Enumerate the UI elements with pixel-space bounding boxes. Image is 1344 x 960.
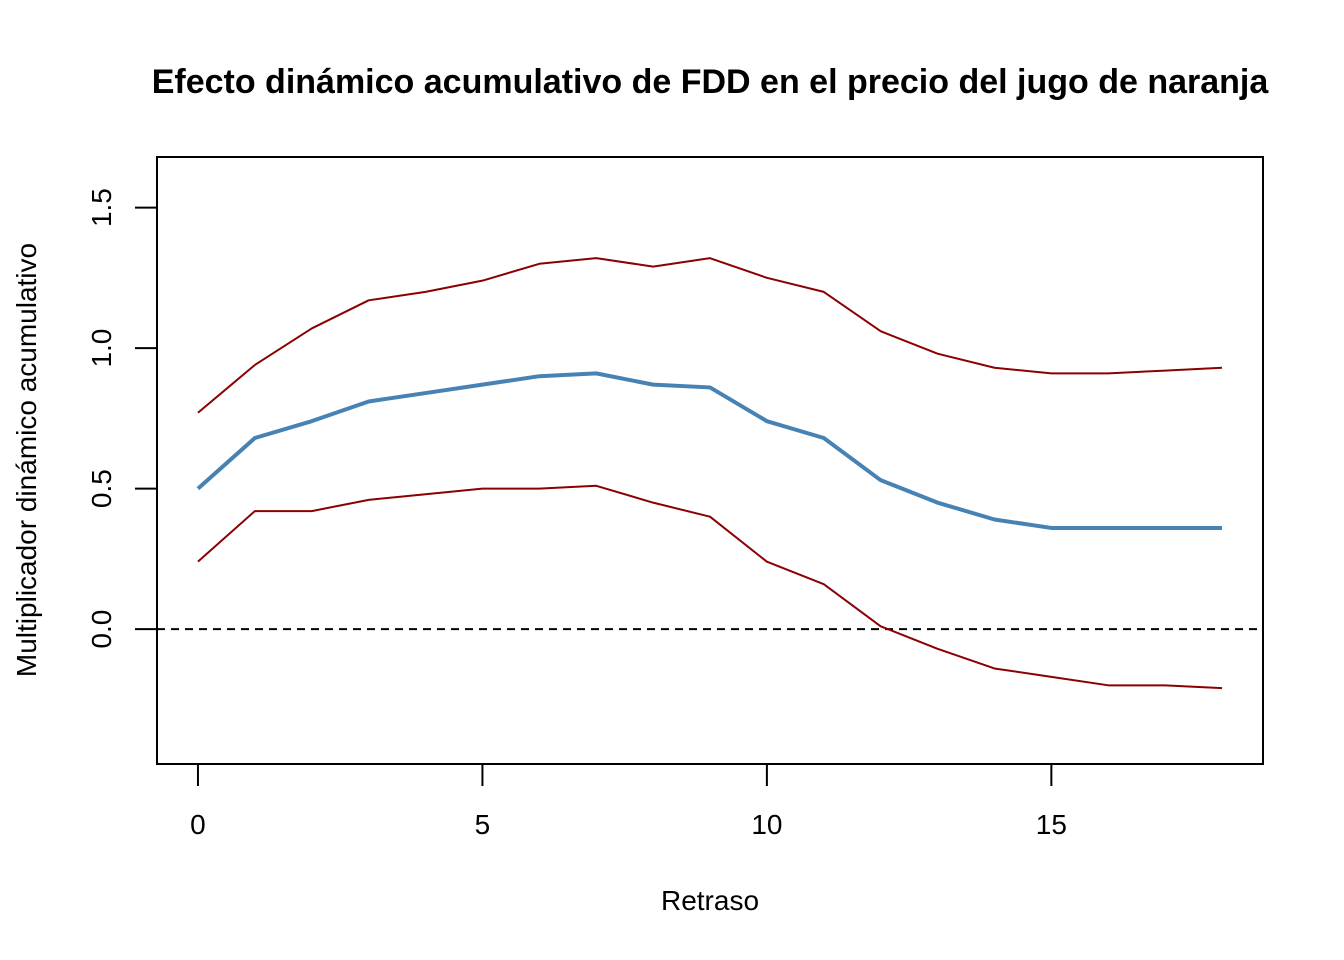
x-tick-label: 5 — [475, 809, 491, 840]
series-lower-band — [197, 484, 1223, 690]
x-tick-label: 10 — [751, 809, 782, 840]
series-upper-band — [197, 257, 1223, 414]
series-layer — [196, 257, 1223, 690]
y-tick-label: 0.5 — [86, 469, 117, 508]
x-axis-label: Retraso — [661, 885, 759, 916]
y-axis-label: Multiplicador dinámico acumulativo — [11, 243, 42, 677]
x-tick-label: 15 — [1036, 809, 1067, 840]
y-tick-label: 1.5 — [86, 188, 117, 227]
series-estimate — [196, 371, 1223, 530]
y-tick-label: 0.0 — [86, 610, 117, 649]
y-axis: 0.0 0.5 1.0 1.5 — [86, 188, 158, 649]
y-tick-label: 1.0 — [86, 329, 117, 368]
x-axis: 0 5 10 15 — [190, 763, 1067, 840]
x-tick-label: 0 — [190, 809, 206, 840]
chart-title: Efecto dinámico acumulativo de FDD en el… — [152, 63, 1270, 101]
plot-frame — [156, 156, 1264, 765]
